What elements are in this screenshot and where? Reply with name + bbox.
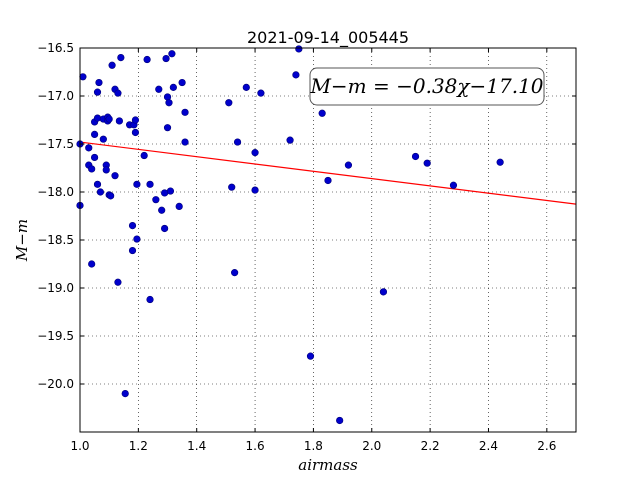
y-tick-labels: −16.5 −17.0 −17.5 −18.0 −18.5 −19.0 −19.5 −20.0	[37, 41, 74, 391]
data-point	[115, 117, 123, 125]
data-point	[85, 144, 93, 152]
data-point	[128, 246, 137, 255]
y-tick-label: −19.5	[37, 329, 74, 343]
data-point	[306, 352, 315, 360]
data-point	[165, 99, 173, 107]
data-point	[131, 128, 140, 137]
data-point	[111, 172, 119, 180]
data-point	[152, 196, 160, 204]
data-point	[95, 78, 103, 87]
data-point	[88, 165, 96, 173]
data-point	[181, 108, 189, 116]
data-point	[108, 61, 116, 69]
x-tick-label: 2.2	[421, 439, 440, 453]
data-point	[228, 183, 236, 191]
data-point	[324, 176, 332, 185]
x-tick-label: 1.0	[70, 439, 89, 453]
data-point	[102, 166, 110, 174]
x-tick-labels: 1.0 1.2 1.4 1.6 1.8 2.0 2.2 2.4 2.6	[70, 439, 556, 453]
data-point	[88, 260, 96, 268]
data-point	[114, 278, 122, 286]
data-point	[336, 416, 344, 425]
fit-line	[79, 141, 577, 205]
data-point	[131, 116, 140, 124]
x-tick-label: 1.6	[246, 439, 265, 453]
data-point	[286, 136, 294, 144]
data-point	[90, 130, 99, 138]
data-point	[162, 54, 170, 63]
fit-equation-box: M−m = −0.38χ−17.10	[309, 67, 545, 106]
x-axis-label: airmass	[298, 456, 358, 474]
data-point	[379, 288, 388, 296]
data-point	[161, 224, 169, 233]
data-point	[292, 71, 300, 79]
x-tick-label: 2.6	[537, 439, 556, 453]
data-point	[143, 55, 151, 64]
data-point	[168, 50, 176, 58]
data-point	[449, 181, 458, 189]
data-point	[146, 180, 154, 188]
data-point	[251, 186, 259, 194]
data-point	[257, 89, 265, 97]
chart-title: 2021-09-14_005445	[247, 28, 409, 48]
data-point	[133, 180, 141, 188]
x-tick-label: 1.8	[304, 439, 323, 453]
y-tick-label: −18.0	[37, 185, 74, 199]
data-point	[140, 151, 148, 160]
data-point	[163, 124, 172, 132]
data-point	[79, 73, 87, 81]
data-point	[96, 188, 105, 196]
fit-equation-frame	[309, 67, 545, 106]
data-point	[233, 138, 242, 146]
data-point	[411, 152, 420, 161]
data-point	[128, 222, 137, 230]
data-point	[181, 138, 189, 146]
data-point	[105, 115, 113, 123]
data-points	[76, 45, 504, 425]
data-point	[178, 78, 186, 87]
data-point	[146, 295, 154, 304]
data-point	[114, 89, 122, 97]
x-tick-label: 2.0	[362, 439, 381, 453]
data-point	[99, 135, 107, 143]
fit-line-group	[79, 141, 577, 205]
data-point	[121, 390, 129, 398]
data-point	[90, 153, 99, 162]
y-axis-label: M−m	[13, 219, 31, 262]
data-point	[169, 83, 177, 91]
data-point	[93, 88, 102, 96]
fit-equation-text: M−m = −0.38χ−17.10	[309, 74, 543, 98]
data-point	[158, 206, 166, 214]
y-tick-label: −20.0	[37, 377, 74, 391]
data-point	[225, 99, 233, 107]
data-point	[107, 192, 115, 200]
x-tick-label: 1.4	[187, 439, 206, 453]
y-tick-label: −16.5	[37, 41, 74, 55]
axis-ticks	[79, 47, 576, 432]
data-point	[242, 83, 250, 91]
x-tick-label: 1.2	[129, 439, 148, 453]
data-point	[344, 161, 353, 169]
data-point	[166, 187, 175, 195]
data-point	[251, 149, 259, 157]
data-point	[496, 158, 504, 166]
y-tick-label: −17.0	[37, 89, 74, 103]
x-tick-label: 2.4	[479, 439, 498, 453]
y-tick-label: −18.5	[37, 233, 74, 247]
y-tick-label: −17.5	[37, 137, 74, 151]
data-point	[117, 53, 125, 62]
data-point	[318, 109, 326, 117]
data-point	[423, 159, 431, 167]
data-point	[175, 202, 183, 210]
data-point	[231, 269, 239, 277]
data-point	[155, 85, 163, 93]
y-tick-label: −19.0	[37, 281, 74, 295]
data-point	[133, 235, 141, 243]
data-point	[295, 45, 303, 53]
data-point	[93, 114, 102, 122]
data-point	[93, 180, 102, 188]
